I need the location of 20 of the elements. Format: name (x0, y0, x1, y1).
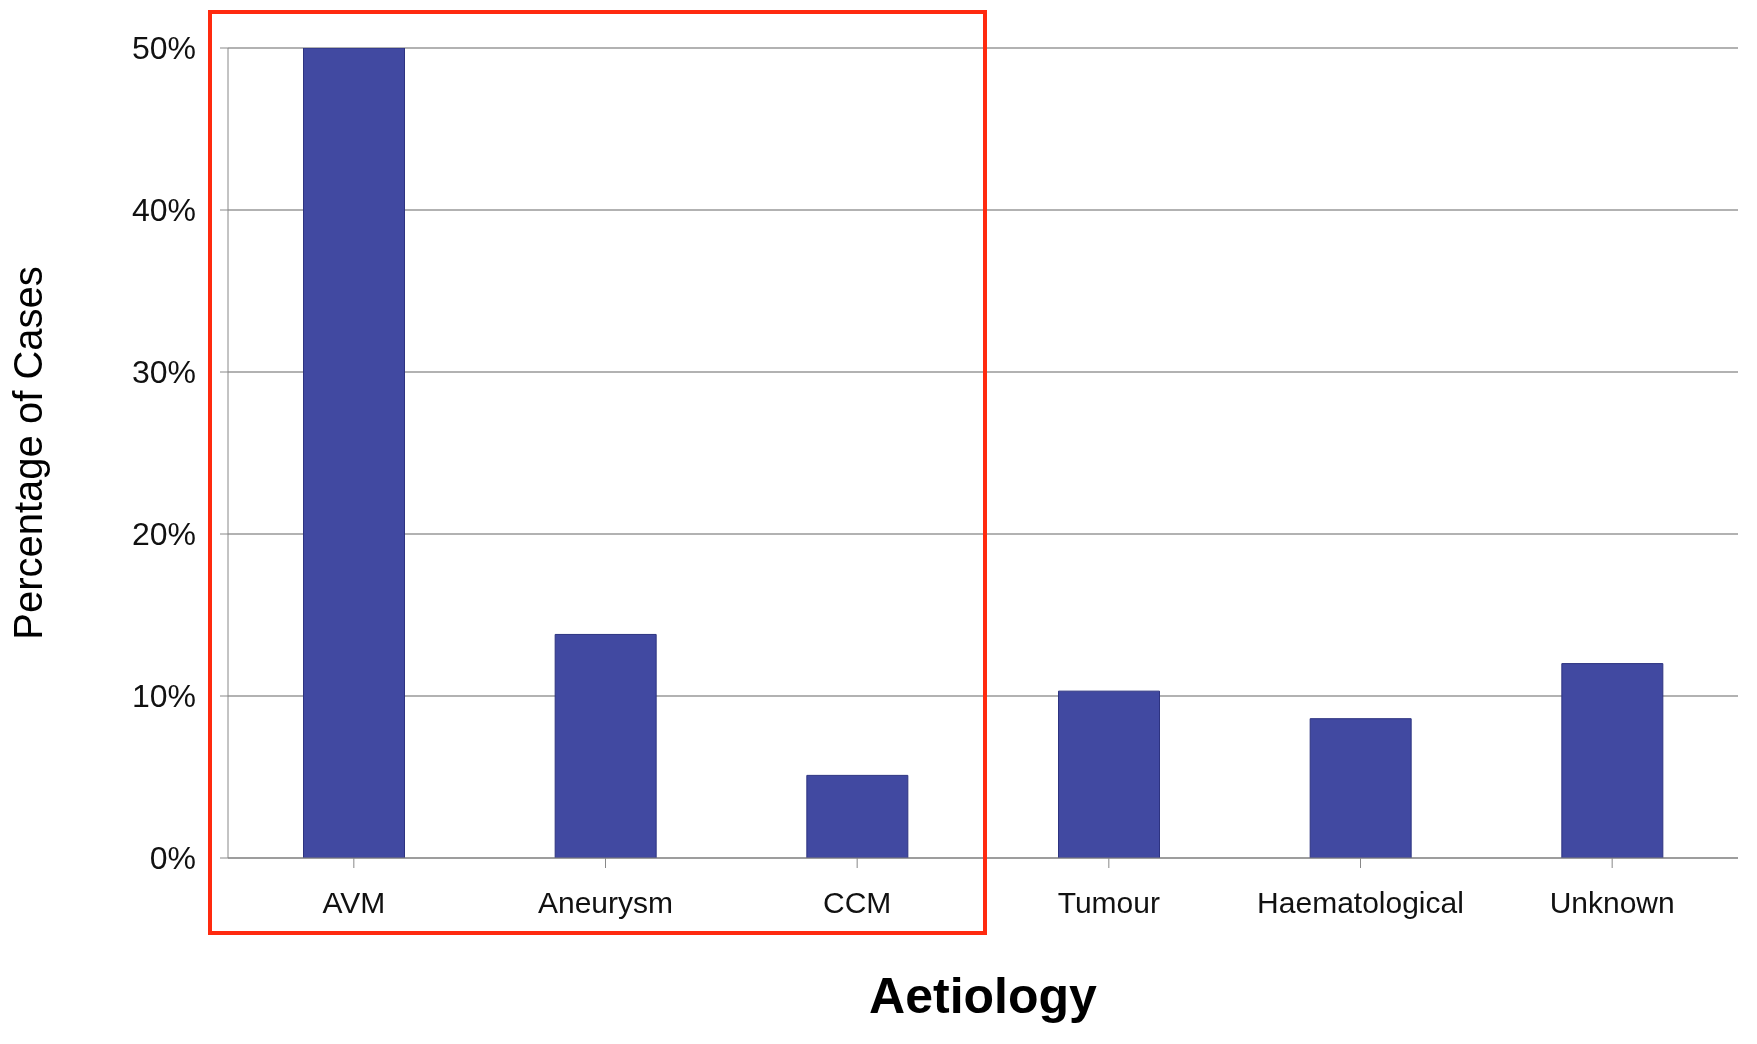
y-tick-label: 30% (131, 354, 196, 391)
x-tick-label: Aneurysm (537, 886, 674, 920)
y-tick-label: 0% (149, 840, 196, 877)
bar (1561, 663, 1664, 858)
x-axis-title: Aetiology (869, 968, 1098, 1024)
x-tick-label: AVM (322, 886, 386, 920)
bar (1309, 718, 1412, 858)
y-tick-label: 50% (131, 30, 196, 67)
y-tick-label: 40% (131, 192, 196, 229)
x-tick-label: Haematological (1257, 886, 1464, 920)
bar (1058, 690, 1160, 858)
y-axis-title: Percentage of Cases (6, 266, 51, 640)
x-tick-label: Unknown (1549, 886, 1675, 920)
y-tick-label: 20% (131, 516, 196, 553)
x-tick-label: Tumour (1057, 886, 1160, 920)
bar (303, 48, 405, 858)
bar (806, 774, 909, 858)
bar (554, 633, 657, 858)
x-tick-label: CCM (823, 886, 892, 920)
y-tick-label: 10% (131, 678, 196, 715)
